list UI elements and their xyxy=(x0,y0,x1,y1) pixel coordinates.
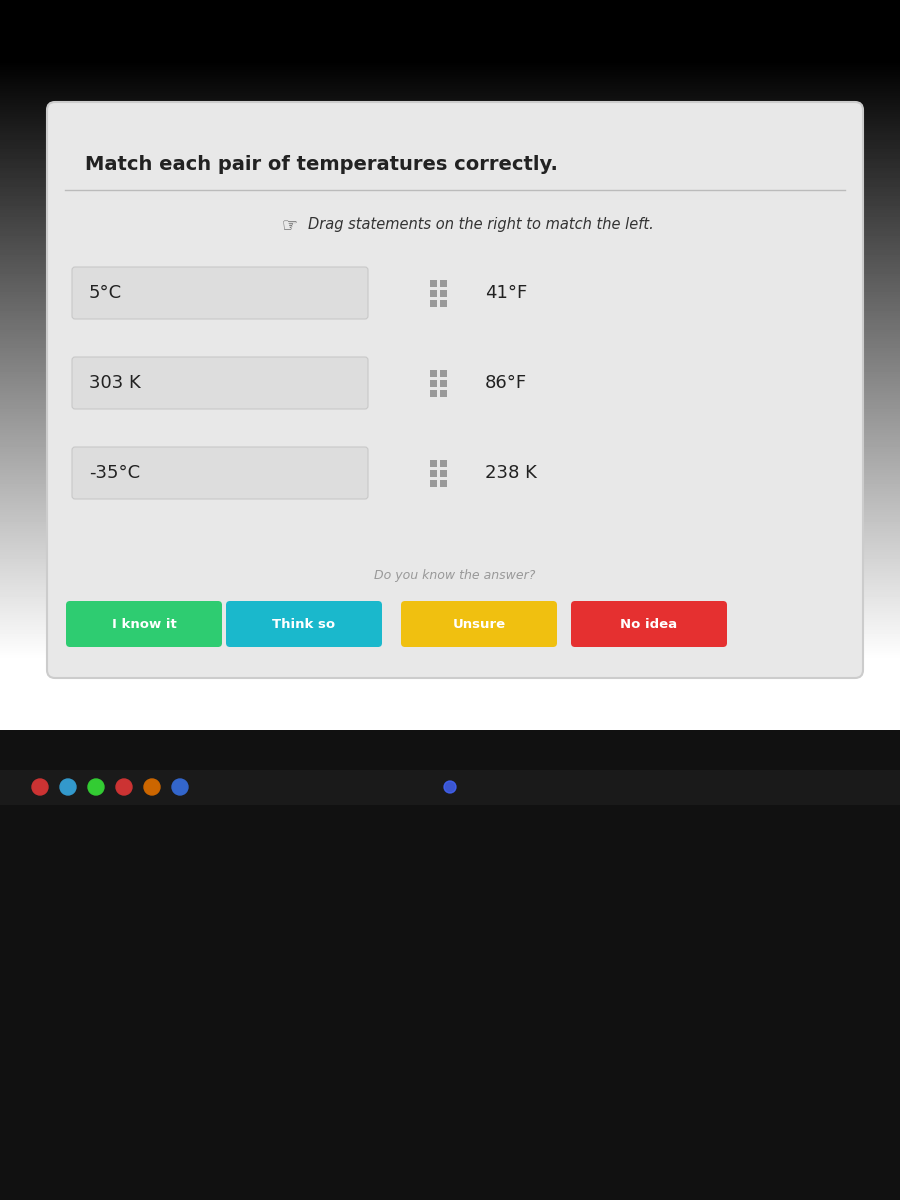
Text: -35°C: -35°C xyxy=(89,464,140,482)
FancyBboxPatch shape xyxy=(440,300,447,307)
FancyBboxPatch shape xyxy=(571,601,727,647)
FancyBboxPatch shape xyxy=(430,470,437,476)
FancyBboxPatch shape xyxy=(0,730,900,1200)
FancyBboxPatch shape xyxy=(440,480,447,487)
FancyBboxPatch shape xyxy=(440,460,447,467)
FancyBboxPatch shape xyxy=(66,601,222,647)
FancyBboxPatch shape xyxy=(430,280,437,287)
FancyBboxPatch shape xyxy=(440,370,447,377)
Circle shape xyxy=(88,779,104,794)
Circle shape xyxy=(172,779,188,794)
Circle shape xyxy=(116,779,132,794)
Text: No idea: No idea xyxy=(620,618,678,630)
FancyBboxPatch shape xyxy=(430,460,437,467)
Text: Do you know the answer?: Do you know the answer? xyxy=(374,569,536,582)
FancyBboxPatch shape xyxy=(430,300,437,307)
Text: ☞: ☞ xyxy=(282,216,298,234)
FancyBboxPatch shape xyxy=(440,290,447,296)
Text: I know it: I know it xyxy=(112,618,176,630)
FancyBboxPatch shape xyxy=(430,370,437,377)
FancyBboxPatch shape xyxy=(430,290,437,296)
Text: Unsure: Unsure xyxy=(453,618,506,630)
FancyBboxPatch shape xyxy=(47,102,863,678)
Text: 86°F: 86°F xyxy=(485,374,527,392)
FancyBboxPatch shape xyxy=(440,280,447,287)
Circle shape xyxy=(144,779,160,794)
Text: Drag statements on the right to match the left.: Drag statements on the right to match th… xyxy=(308,217,653,233)
FancyBboxPatch shape xyxy=(72,358,368,409)
FancyBboxPatch shape xyxy=(401,601,557,647)
Text: 238 K: 238 K xyxy=(485,464,537,482)
Circle shape xyxy=(60,779,76,794)
FancyBboxPatch shape xyxy=(440,470,447,476)
Circle shape xyxy=(32,779,48,794)
FancyBboxPatch shape xyxy=(72,266,368,319)
Text: 303 K: 303 K xyxy=(89,374,140,392)
FancyBboxPatch shape xyxy=(430,380,437,386)
FancyBboxPatch shape xyxy=(430,390,437,397)
Text: 41°F: 41°F xyxy=(485,284,527,302)
Circle shape xyxy=(444,781,456,793)
Text: Think so: Think so xyxy=(273,618,336,630)
Text: Match each pair of temperatures correctly.: Match each pair of temperatures correctl… xyxy=(85,156,558,174)
FancyBboxPatch shape xyxy=(226,601,382,647)
FancyBboxPatch shape xyxy=(440,380,447,386)
Text: 5°C: 5°C xyxy=(89,284,122,302)
FancyBboxPatch shape xyxy=(430,480,437,487)
FancyBboxPatch shape xyxy=(0,770,900,805)
FancyBboxPatch shape xyxy=(72,446,368,499)
FancyBboxPatch shape xyxy=(440,390,447,397)
